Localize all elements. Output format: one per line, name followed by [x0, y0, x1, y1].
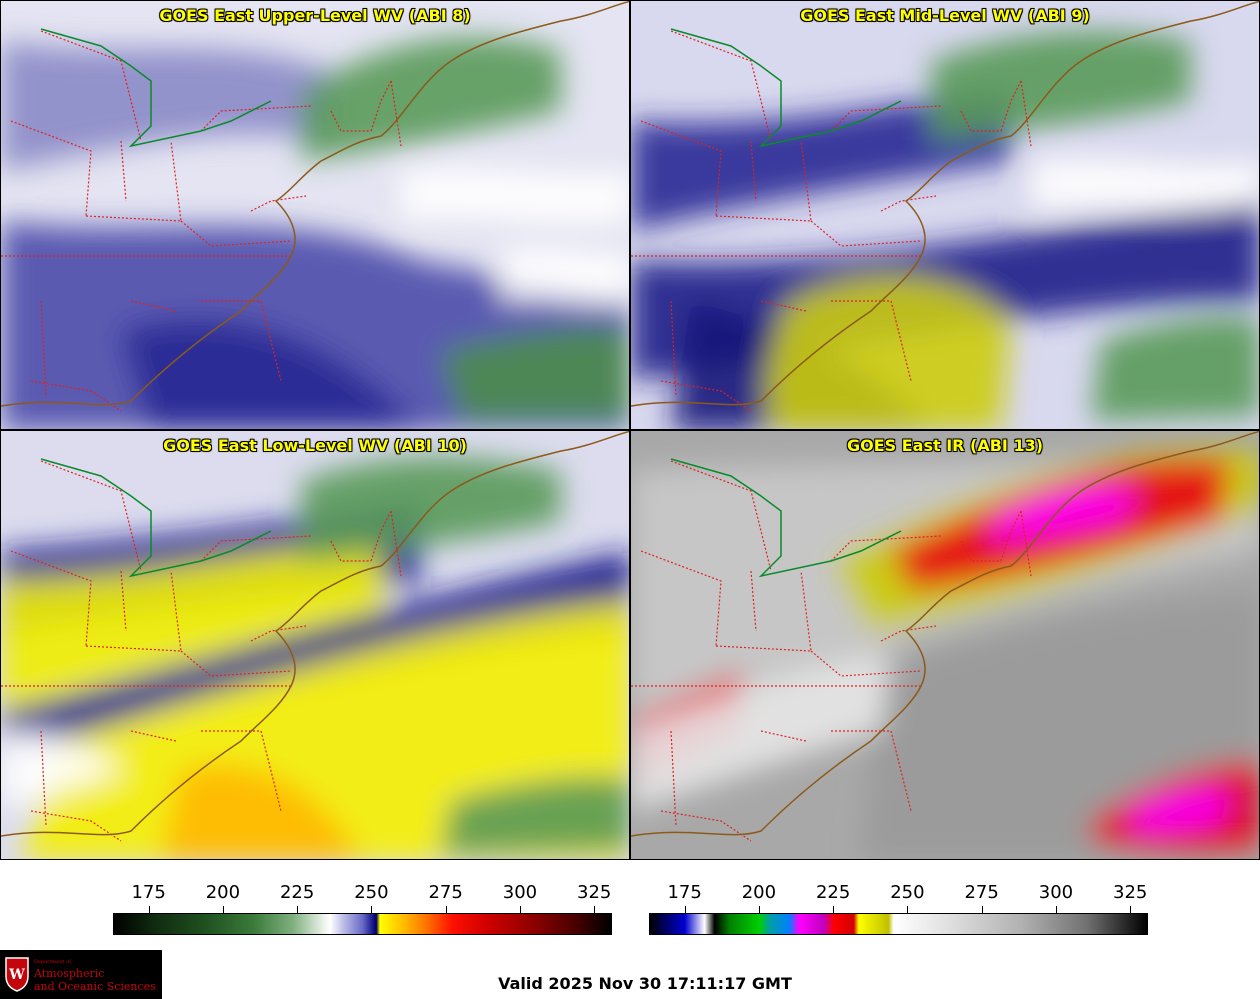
imagery-feature	[1, 551, 629, 751]
imagery-feature	[1031, 158, 1259, 211]
imagery-feature	[441, 777, 629, 856]
imagery-feature	[1, 41, 331, 171]
low-level-wv-image	[1, 431, 629, 859]
colorbar-tick-mark	[981, 906, 983, 913]
colorbar-tick-label: 225	[279, 882, 315, 903]
ir-title: GOES East IR (ABI 13)	[846, 436, 1044, 455]
imagery-feature	[441, 327, 629, 421]
ir-colorbar-ticks: 175 200 225 250 275 300 325	[649, 870, 1148, 913]
colorbar-tick-mark	[1130, 906, 1132, 913]
low-level-wv-panel: GOES East Low-Level WV (ABI 10)	[0, 430, 630, 860]
ir-colorbar-gradient	[649, 913, 1148, 935]
imagery-feature	[991, 487, 1141, 541]
imagery-feature	[401, 168, 629, 224]
colorbar-tick-label: 275	[964, 882, 999, 903]
colorbar-tick-label: 300	[1038, 882, 1074, 903]
international-border	[670, 28, 902, 148]
upper-level-wv-title: GOES East Upper-Level WV (ABI 8)	[159, 6, 471, 25]
mid-level-wv-image	[631, 1, 1259, 429]
colorbar-tick-label: 225	[815, 882, 851, 903]
imagery-feature	[501, 248, 629, 304]
imagery-feature	[161, 765, 360, 859]
coastline	[1, 1, 629, 407]
imagery-feature	[631, 91, 1011, 231]
colorbar-tick-mark	[148, 906, 150, 913]
international-border	[40, 458, 272, 578]
colorbar-tick-label: 175	[131, 882, 166, 903]
colorbar-tick-mark	[222, 906, 224, 913]
mid-level-wv-title: GOES East Mid-Level WV (ABI 9)	[800, 6, 1090, 25]
valid-time: Valid 2025 Nov 30 17:11:17 GMT	[498, 974, 792, 993]
colorbar-tick-mark	[758, 906, 760, 913]
colorbar-tick-mark	[297, 906, 299, 913]
imagery-feature	[301, 36, 561, 161]
uw-shield-icon: W	[5, 957, 29, 992]
colorbar-tick-mark	[833, 906, 835, 913]
mid-level-wv-panel: GOES East Mid-Level WV (ABI 9)	[630, 0, 1260, 430]
colorbar-tick-mark	[519, 906, 521, 913]
wv-colorbar-ticks: 175 200 225 250 275 300 325	[113, 870, 612, 913]
logo-line1-text: Atmospheric	[34, 967, 105, 980]
imagery-feature	[1, 731, 121, 811]
imagery-feature	[1, 541, 381, 711]
colorbar-tick-label: 175	[667, 882, 702, 903]
low-level-wv-title: GOES East Low-Level WV (ABI 10)	[163, 436, 467, 455]
colorbar-tick-mark	[907, 906, 909, 913]
aos-logo: W Department of Atmospheric and Oceanic …	[0, 950, 162, 999]
colorbar-tick-label: 200	[205, 882, 241, 903]
svg-text:W: W	[8, 967, 25, 983]
colorbar-tick-label: 300	[502, 882, 538, 903]
colorbar-tick-label: 325	[1112, 882, 1148, 903]
colorbar-tick-label: 325	[576, 882, 612, 903]
colorbar-tick-mark	[371, 906, 373, 913]
coastline	[631, 431, 1259, 837]
imagery-feature	[1131, 789, 1231, 833]
colorbar-tick-mark	[1055, 906, 1057, 913]
colorbar-tick-label: 250	[354, 882, 389, 903]
state-border	[1, 460, 402, 827]
ir-image	[631, 431, 1259, 859]
colorbar-tick-mark	[684, 906, 686, 913]
state-border	[631, 30, 1032, 397]
logo-dept-text: Department of	[34, 959, 71, 965]
ir-panel: GOES East IR (ABI 13)	[630, 430, 1260, 860]
imagery-feature	[931, 30, 1191, 141]
colorbar-tick-label: 200	[741, 882, 777, 903]
coastline	[631, 1, 1259, 407]
state-border	[1, 30, 402, 397]
coastline	[1, 431, 629, 837]
imagery-feature	[121, 319, 420, 429]
state-border	[631, 460, 1032, 827]
international-border	[670, 458, 902, 578]
upper-level-wv-image	[1, 1, 629, 429]
international-border	[40, 28, 272, 148]
logo-line2-text: and Oceanic Sciences	[34, 980, 156, 993]
wv-colorbar-gradient	[113, 913, 612, 935]
colorbar-tick-mark	[445, 906, 447, 913]
colorbar-tick-label: 275	[428, 882, 463, 903]
imagery-feature	[767, 276, 1011, 429]
colorbar-tick-label: 250	[890, 882, 925, 903]
upper-level-wv-panel: GOES East Upper-Level WV (ABI 8)	[0, 0, 630, 430]
imagery-feature	[1091, 317, 1259, 421]
colorbar-tick-mark	[594, 906, 596, 913]
